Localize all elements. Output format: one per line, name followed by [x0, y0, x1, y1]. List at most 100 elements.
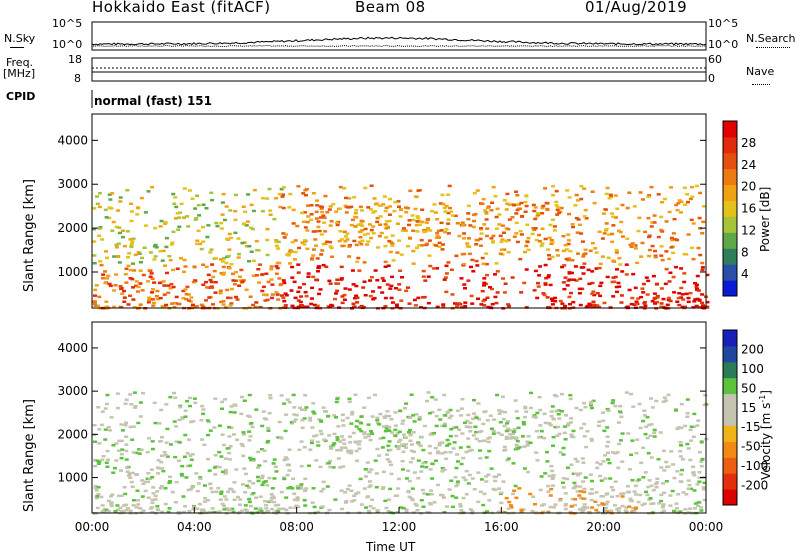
heatmap-cell — [440, 222, 444, 225]
heatmap-cell — [206, 458, 210, 461]
heatmap-cell — [174, 425, 178, 428]
heatmap-cell — [249, 435, 253, 438]
heatmap-cell — [350, 224, 354, 227]
heatmap-cell — [130, 481, 134, 484]
heatmap-cell — [342, 443, 346, 446]
heatmap-cell — [367, 471, 371, 474]
heatmap-cell — [111, 444, 115, 447]
heatmap-cell — [323, 217, 327, 220]
heatmap-cell — [390, 473, 394, 476]
x-tick-label: 08:00 — [279, 520, 314, 534]
heatmap-cell — [109, 503, 113, 506]
heatmap-cell — [446, 194, 450, 197]
heatmap-cell — [564, 504, 568, 507]
heatmap-cell — [123, 493, 127, 496]
heatmap-cell — [670, 246, 674, 249]
heatmap-cell — [218, 466, 222, 469]
heatmap-cell — [186, 225, 190, 228]
heatmap-cell — [646, 217, 650, 220]
heatmap-cell — [461, 398, 465, 401]
heatmap-cell — [426, 493, 430, 496]
heatmap-cell — [615, 208, 619, 211]
heatmap-cell — [691, 472, 695, 475]
colorbar-swatch — [723, 248, 737, 264]
heatmap-cell — [242, 206, 246, 209]
heatmap-cell — [629, 454, 633, 457]
heatmap-cell — [571, 259, 575, 262]
heatmap-cell — [343, 299, 347, 302]
heatmap-cell — [529, 442, 533, 445]
heatmap-cell — [698, 192, 702, 195]
heatmap-cell — [448, 417, 452, 420]
heatmap-cell — [172, 203, 176, 206]
heatmap-cell — [564, 244, 568, 247]
heatmap-cell — [227, 255, 231, 257]
heatmap-cell — [382, 425, 386, 428]
heatmap-cell — [329, 224, 333, 227]
heatmap-cell — [310, 442, 314, 445]
heatmap-cell — [362, 406, 366, 409]
heatmap-cell — [184, 265, 188, 268]
colorbar-tick-label: -50 — [741, 440, 761, 454]
heatmap-cell — [492, 186, 496, 189]
heatmap-cell — [578, 278, 582, 281]
heatmap-cell — [501, 480, 505, 483]
heatmap-cell — [278, 206, 282, 209]
heatmap-cell — [251, 304, 255, 307]
heatmap-cell — [608, 477, 612, 480]
heatmap-cell — [315, 199, 319, 202]
heatmap-cell — [371, 298, 375, 301]
heatmap-cell — [238, 498, 242, 501]
heatmap-cell — [150, 502, 154, 505]
heatmap-cell — [125, 467, 129, 470]
heatmap-cell — [270, 297, 274, 300]
heatmap-cell — [625, 263, 629, 266]
heatmap-cell — [106, 459, 110, 462]
heatmap-cell — [303, 478, 307, 481]
heatmap-cell — [582, 262, 586, 265]
heatmap-cell — [95, 195, 99, 198]
heatmap-cell — [631, 405, 635, 408]
heatmap-cell — [219, 455, 223, 458]
heatmap-cell — [371, 290, 375, 293]
heatmap-cell — [615, 251, 619, 254]
heatmap-cell — [152, 492, 156, 495]
heatmap-cell — [411, 414, 415, 417]
heatmap-cell — [441, 243, 445, 246]
heatmap-cell — [269, 397, 273, 400]
heatmap-cell — [384, 261, 388, 264]
heatmap-cell — [423, 425, 427, 428]
heatmap-cell — [335, 398, 339, 401]
heatmap-cell — [266, 254, 270, 257]
heatmap-cell — [363, 261, 367, 264]
heatmap-cell — [308, 419, 312, 422]
heatmap-cell — [346, 488, 350, 491]
heatmap-cell — [138, 507, 142, 510]
heatmap-cell — [619, 493, 623, 496]
heatmap-cell — [219, 292, 223, 295]
heatmap-cell — [292, 222, 296, 225]
heatmap-cell — [462, 476, 466, 479]
heatmap-cell — [128, 477, 132, 480]
heatmap-cell — [359, 236, 363, 239]
heatmap-cell — [355, 297, 359, 300]
heatmap-cell — [482, 277, 486, 280]
heatmap-cell — [405, 477, 409, 480]
heatmap-cell — [150, 272, 154, 275]
heatmap-cell — [502, 232, 506, 235]
colorbar-swatch — [723, 378, 737, 394]
heatmap-cell — [640, 287, 644, 290]
heatmap-cell — [524, 411, 528, 414]
heatmap-cell — [529, 407, 533, 410]
heatmap-cell — [169, 443, 173, 446]
heatmap-cell — [672, 291, 676, 294]
heatmap-cell — [460, 432, 464, 435]
heatmap-cell — [635, 303, 639, 306]
heatmap-cell — [634, 508, 638, 511]
heatmap-cell — [124, 281, 128, 284]
heatmap-cell — [677, 297, 681, 300]
heatmap-cell — [328, 208, 332, 211]
heatmap-cell — [441, 494, 445, 497]
heatmap-cell — [117, 440, 121, 443]
heatmap-cell — [696, 419, 700, 422]
